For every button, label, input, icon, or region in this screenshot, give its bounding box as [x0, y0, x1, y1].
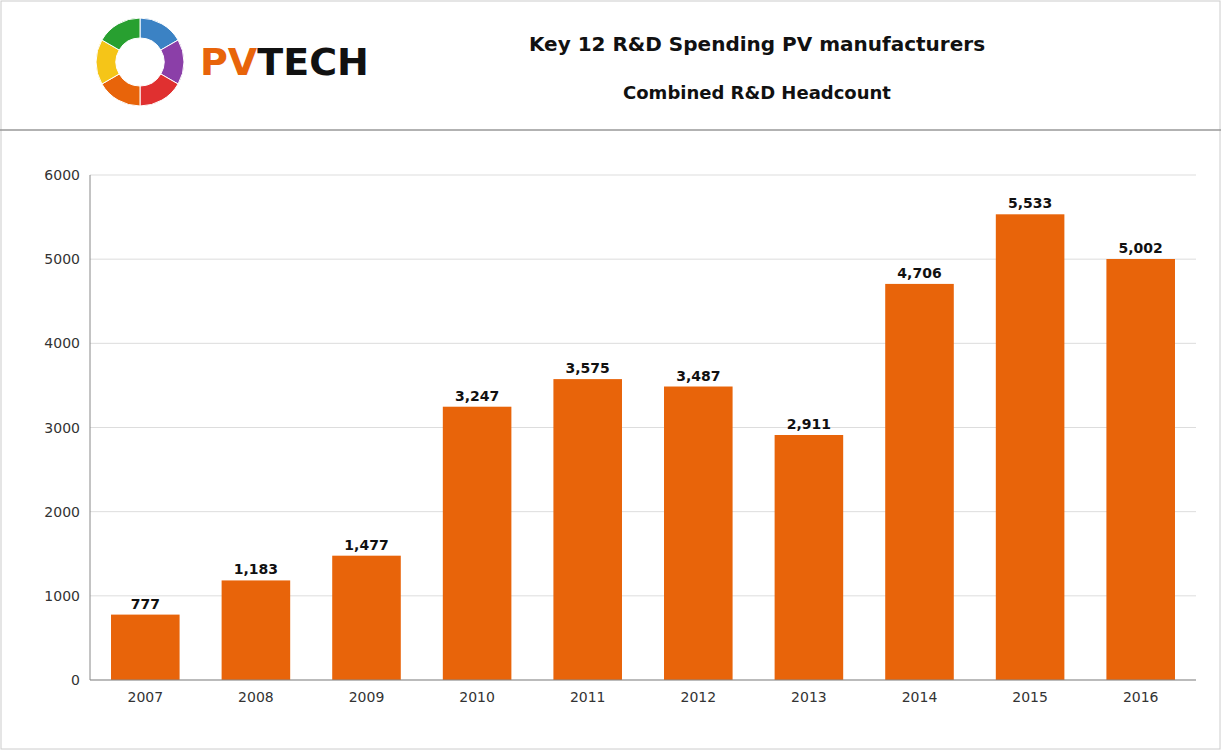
y-tick-label: 5000 [44, 251, 80, 267]
x-tick-label: 2008 [238, 689, 274, 705]
chart-svg: PVTECH Key 12 R&D Spending PV manufacture… [0, 0, 1221, 750]
grid [90, 175, 1196, 680]
logo-segment [102, 18, 140, 50]
x-axis-line [90, 680, 1196, 681]
logo-segment [140, 74, 178, 106]
y-tick-label: 6000 [44, 167, 80, 183]
y-axis: 0 1000 2000 3000 4000 5000 6000 [44, 167, 90, 688]
x-tick-label: 2011 [570, 689, 606, 705]
data-label: 3,487 [676, 368, 720, 384]
data-label: 3,247 [455, 388, 499, 404]
bar [222, 580, 291, 680]
data-label: 5,533 [1008, 195, 1052, 211]
grid-line [90, 175, 1196, 176]
bar [885, 284, 954, 680]
x-tick-label: 2009 [349, 689, 385, 705]
y-tick-label: 2000 [44, 504, 80, 520]
x-tick-label: 2007 [127, 689, 163, 705]
bar [332, 556, 401, 680]
bar [111, 615, 180, 680]
data-label: 1,183 [234, 561, 278, 577]
data-label: 2,911 [787, 416, 831, 432]
bar [664, 387, 733, 680]
data-label: 4,706 [897, 265, 941, 281]
header: PVTECH Key 12 R&D Spending PV manufacture… [0, 18, 1221, 130]
bar [553, 379, 622, 680]
x-tick-label: 2012 [680, 689, 716, 705]
data-label: 1,477 [344, 537, 388, 553]
y-tick-label: 3000 [44, 420, 80, 436]
y-tick-label: 0 [71, 672, 80, 688]
logo-word: TECH [257, 40, 369, 84]
bars [111, 214, 1175, 680]
y-tick-label: 1000 [44, 588, 80, 604]
chart-container: PVTECH Key 12 R&D Spending PV manufacture… [0, 0, 1221, 750]
x-tick-label: 2013 [791, 689, 827, 705]
data-label: 5,002 [1119, 240, 1163, 256]
x-tick-label: 2015 [1012, 689, 1048, 705]
title: Key 12 R&D Spending PV manufacturers [529, 32, 985, 56]
header-divider [0, 129, 1221, 131]
data-label: 3,575 [566, 360, 610, 376]
y-axis-line [90, 175, 91, 680]
subtitle: Combined R&D Headcount [623, 82, 891, 103]
page-border [1, 1, 1220, 749]
y-tick-label: 4000 [44, 335, 80, 351]
bar [996, 214, 1065, 680]
data-labels: 777 1,183 1,477 3,247 3,575 3,487 2,911 4,706 5,… [131, 195, 1163, 611]
x-axis: 2007 2008 2009 2010 2011 2012 2013 2014 2015 2016 [90, 680, 1196, 705]
x-tick-label: 2014 [902, 689, 938, 705]
bar [775, 435, 844, 680]
x-tick-label: 2010 [459, 689, 495, 705]
logo-ring [96, 18, 184, 106]
bar [1106, 259, 1175, 680]
x-tick-label: 2016 [1123, 689, 1159, 705]
data-label: 777 [131, 596, 160, 612]
logo-word: PV [200, 40, 258, 84]
bar [443, 407, 512, 680]
grid-line [90, 680, 1196, 681]
logo-text: PVTECH [200, 40, 369, 84]
